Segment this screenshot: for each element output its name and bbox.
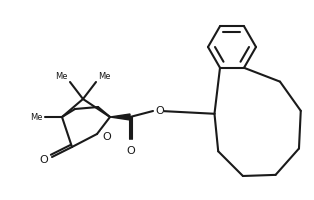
Text: O: O: [155, 105, 164, 115]
Text: O: O: [102, 131, 111, 141]
Text: Me: Me: [98, 72, 111, 81]
Text: Me: Me: [56, 72, 68, 81]
Text: O: O: [127, 145, 135, 155]
Text: Me: Me: [30, 113, 43, 122]
Text: O: O: [39, 154, 48, 164]
Polygon shape: [110, 114, 130, 120]
